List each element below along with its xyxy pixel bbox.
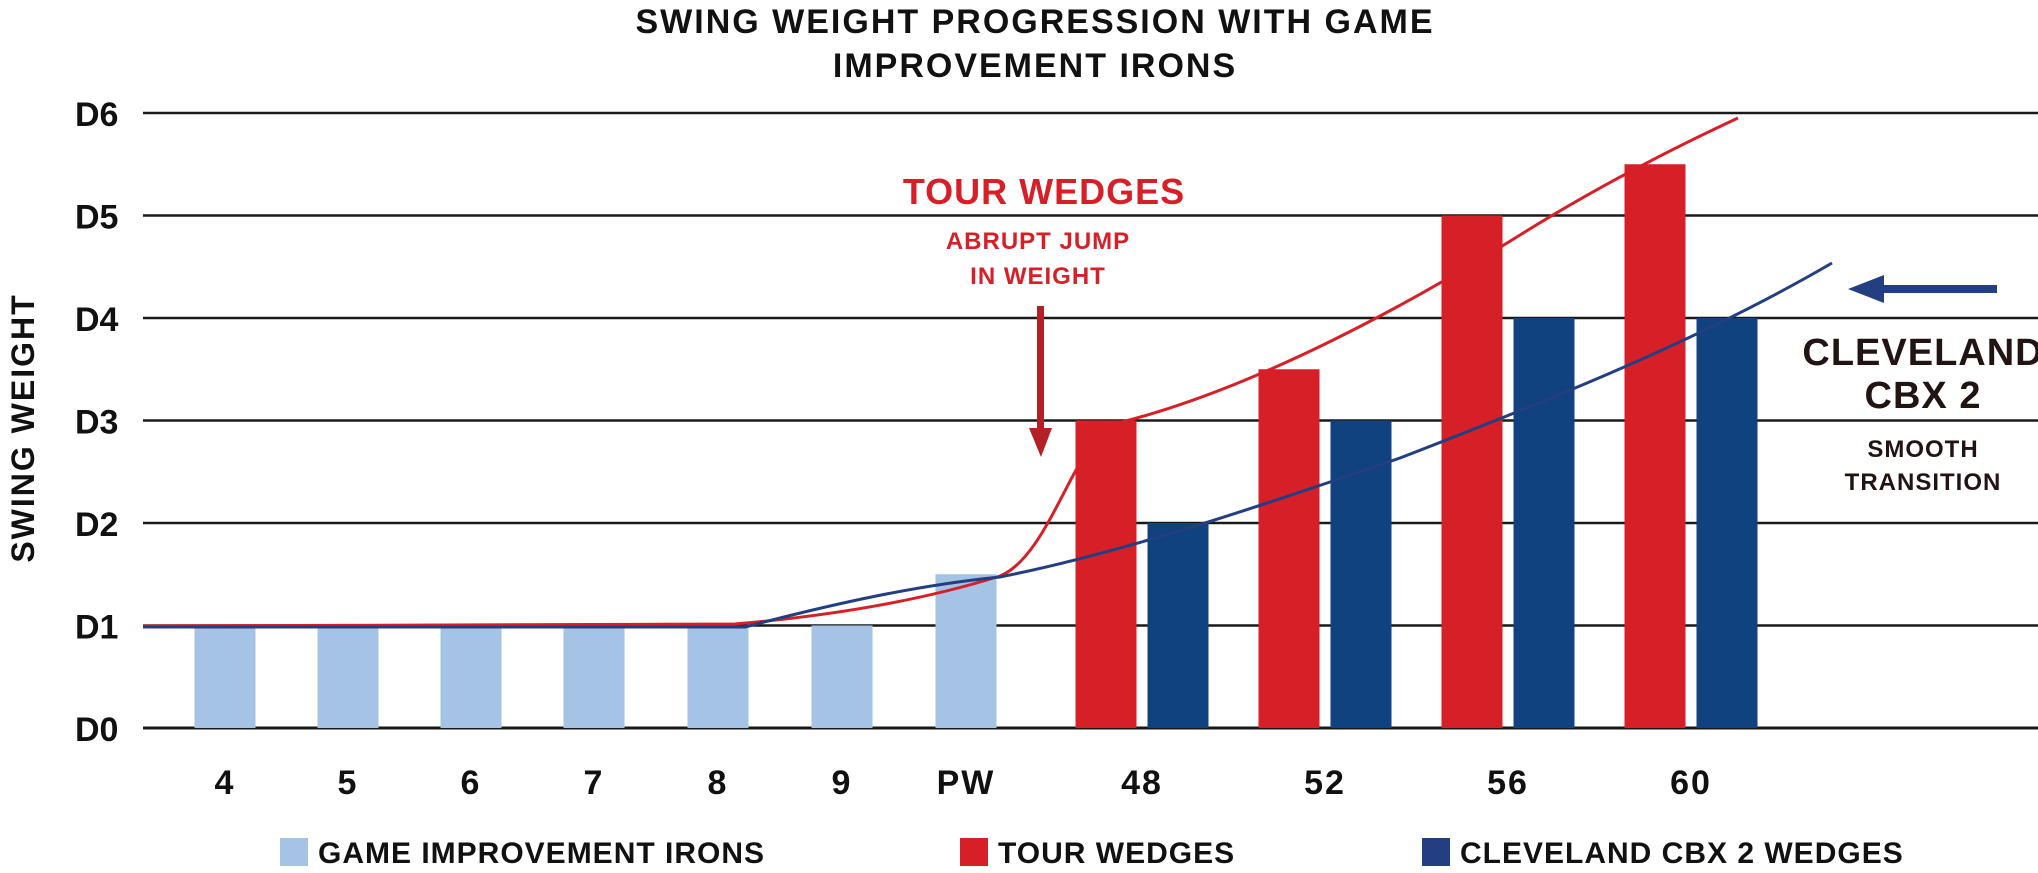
tour-wedges-annotation: TOUR WEDGES ABRUPT JUMP IN WEIGHT bbox=[903, 171, 1185, 457]
x-tick-8: 8 bbox=[708, 764, 729, 802]
x-tick-7: 7 bbox=[584, 764, 605, 802]
bar-iron-5 bbox=[317, 625, 379, 728]
down-arrow-shaft bbox=[1037, 306, 1044, 434]
y-axis-label: SWING WEIGHT bbox=[5, 293, 41, 562]
cbx-wedges-trend-line bbox=[143, 261, 1833, 629]
left-arrow-head-icon bbox=[1848, 275, 1884, 303]
bar-cbx-56 bbox=[1513, 318, 1575, 728]
chart-title-line-1: SWING WEIGHT PROGRESSION WITH GAME bbox=[636, 3, 1435, 41]
bar-cbx-60 bbox=[1696, 318, 1758, 728]
bar-tour-56 bbox=[1441, 215, 1503, 728]
x-tick-52: 52 bbox=[1304, 764, 1346, 802]
legend-label-tour-wedges: TOUR WEDGES bbox=[998, 837, 1235, 870]
legend: GAME IMPROVEMENT IRONS TOUR WEDGES CLEVE… bbox=[280, 837, 1904, 870]
bar-iron-7 bbox=[563, 625, 625, 728]
x-tick-4: 4 bbox=[215, 764, 236, 802]
cbx-annotation-sub-1: SMOOTH bbox=[1867, 436, 1978, 463]
x-tick-pw: PW bbox=[937, 764, 996, 802]
bar-cbx-52 bbox=[1330, 420, 1392, 728]
legend-label-cbx-wedges: CLEVELAND CBX 2 WEDGES bbox=[1460, 837, 1904, 870]
down-arrow-head-icon bbox=[1029, 428, 1052, 457]
cbx-annotation-title-1: CLEVELAND bbox=[1802, 332, 2038, 374]
y-tick-labels: D0 D1 D2 D3 D4 D5 D6 bbox=[75, 96, 119, 749]
tour-annotation-sub-2: IN WEIGHT bbox=[970, 263, 1106, 290]
bar-iron-8 bbox=[687, 625, 749, 728]
x-tick-56: 56 bbox=[1487, 764, 1529, 802]
y-tick-d5: D5 bbox=[75, 199, 118, 237]
bar-iron-6 bbox=[440, 625, 502, 728]
x-tick-9: 9 bbox=[832, 764, 853, 802]
legend-swatch-game-improvement bbox=[280, 838, 308, 866]
tour-annotation-title: TOUR WEDGES bbox=[903, 171, 1185, 212]
legend-swatch-tour-wedges bbox=[960, 838, 988, 866]
y-tick-d1: D1 bbox=[75, 609, 118, 647]
bar-tour-48 bbox=[1075, 420, 1137, 728]
y-tick-d6: D6 bbox=[75, 96, 118, 134]
bar-tour-60 bbox=[1624, 164, 1686, 728]
chart-title-line-2: IMPROVEMENT IRONS bbox=[833, 47, 1237, 85]
y-tick-d3: D3 bbox=[75, 404, 118, 442]
y-tick-d0: D0 bbox=[75, 711, 118, 749]
cbx-annotation: CLEVELAND CBX 2 SMOOTH TRANSITION bbox=[1802, 275, 2038, 496]
bar-tour-52 bbox=[1258, 369, 1320, 728]
tour-wedges-trend-line bbox=[142, 116, 1739, 628]
y-tick-d4: D4 bbox=[75, 301, 119, 339]
bar-iron-9 bbox=[811, 625, 873, 728]
bar-iron-4 bbox=[194, 625, 256, 728]
trend-lines bbox=[142, 116, 1833, 629]
x-tick-48: 48 bbox=[1121, 764, 1163, 802]
tour-annotation-sub-1: ABRUPT JUMP bbox=[946, 228, 1130, 255]
x-tick-5: 5 bbox=[338, 764, 359, 802]
legend-swatch-cbx-wedges bbox=[1422, 838, 1450, 866]
x-tick-60: 60 bbox=[1670, 764, 1712, 802]
x-tick-labels: 4 5 6 7 8 9 PW 48 52 56 60 bbox=[215, 764, 1712, 802]
bars bbox=[194, 164, 1758, 728]
cbx-annotation-sub-2: TRANSITION bbox=[1845, 469, 2002, 496]
left-arrow-shaft bbox=[1880, 285, 1997, 293]
bar-iron-pw bbox=[935, 574, 997, 728]
legend-label-game-improvement: GAME IMPROVEMENT IRONS bbox=[318, 837, 765, 870]
cbx-annotation-title-2: CBX 2 bbox=[1865, 375, 1982, 417]
y-tick-d2: D2 bbox=[75, 506, 118, 544]
bar-cbx-48 bbox=[1147, 523, 1209, 728]
x-tick-6: 6 bbox=[461, 764, 482, 802]
